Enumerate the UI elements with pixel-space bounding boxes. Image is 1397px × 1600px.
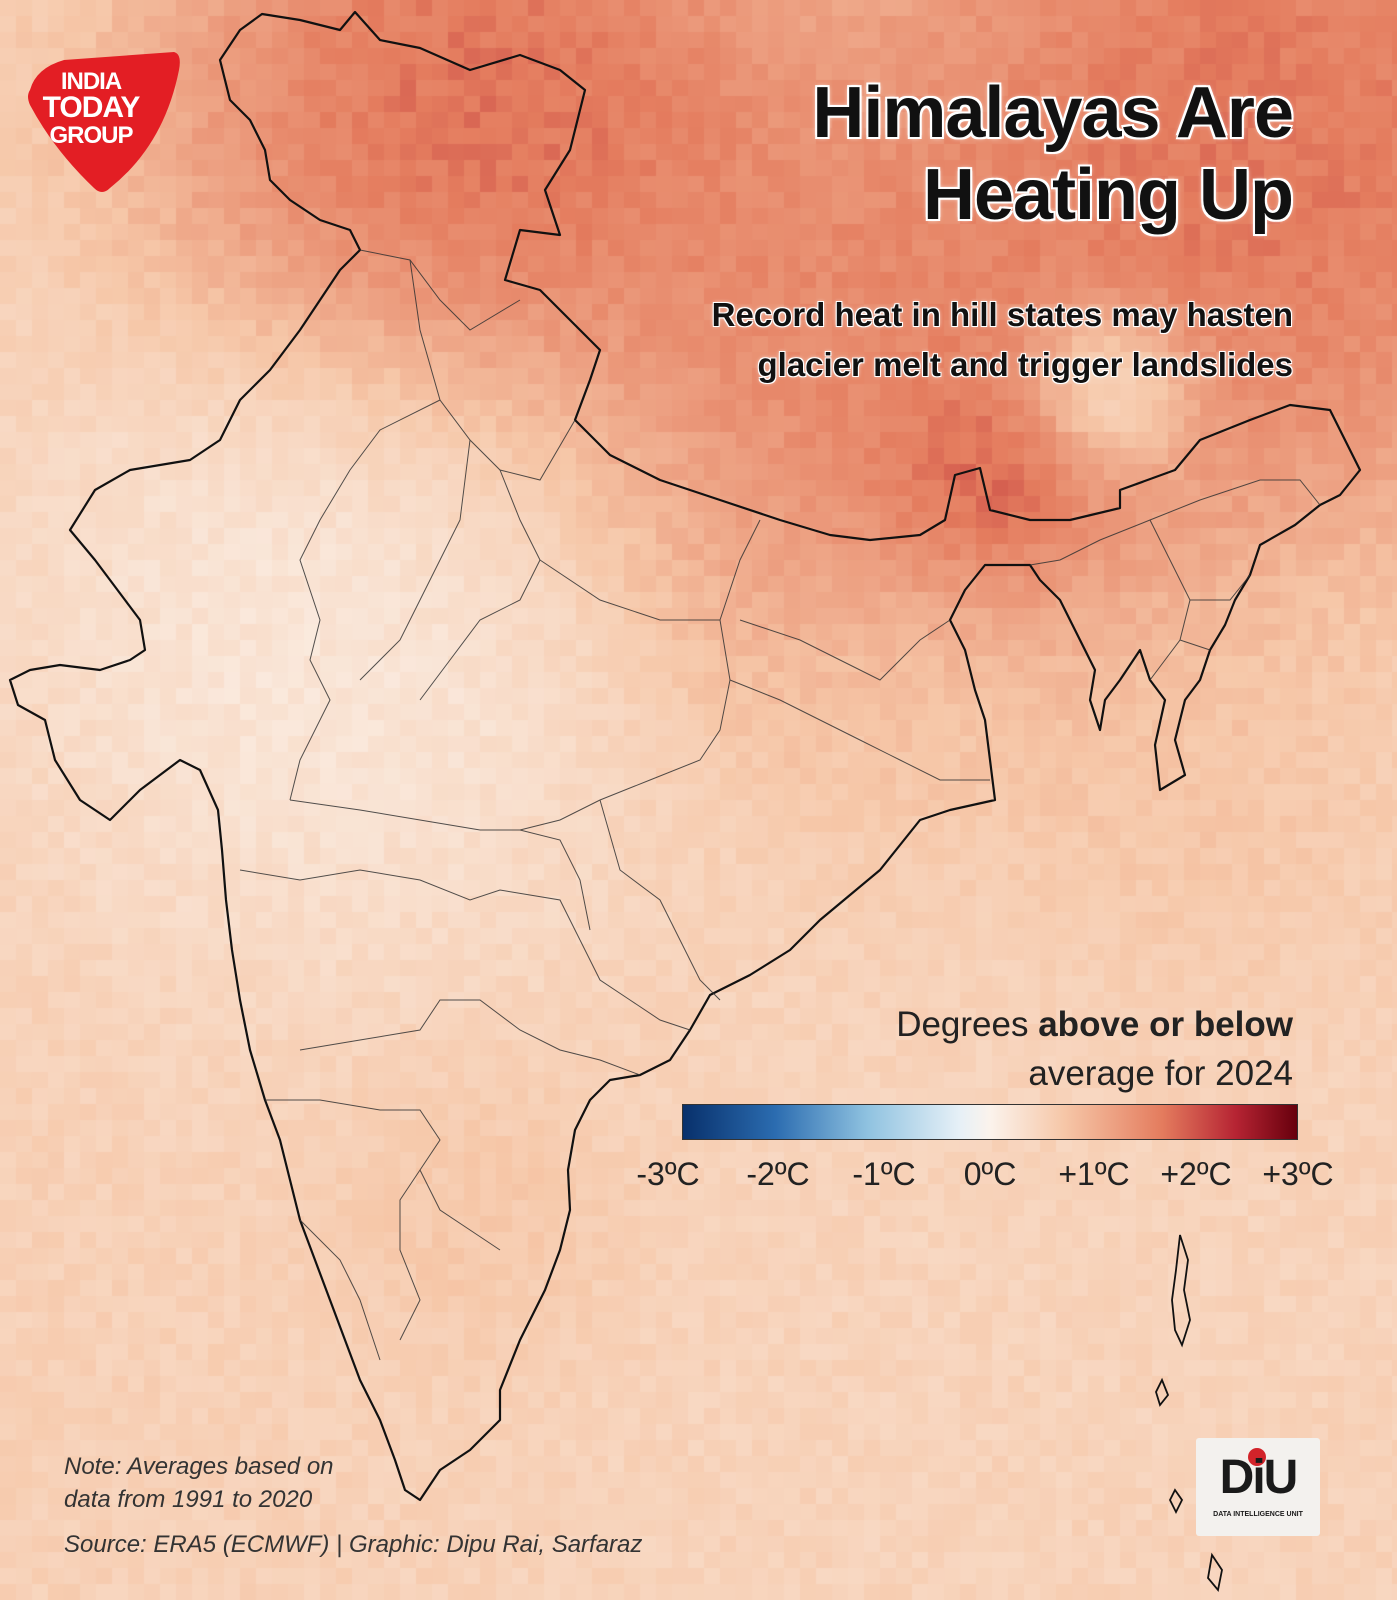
- subtitle-line-1: Record heat in hill states may hasten: [711, 296, 1293, 333]
- legend-tick-label: 0ºC: [963, 1156, 1017, 1192]
- india-border: [8, 10, 1362, 1502]
- legend-tick-label: -2ºC: [746, 1156, 810, 1192]
- diu-dot-icon: [1248, 1448, 1266, 1466]
- diu-logo: DiU DATA INTELLIGENCE UNIT: [1196, 1438, 1320, 1536]
- title-line-1: Himalayas Are: [812, 73, 1294, 153]
- diu-unit-name: DATA INTELLIGENCE UNIT: [1213, 1511, 1303, 1518]
- legend-title: Degrees above or below average for 2024: [896, 1000, 1293, 1098]
- logo-line-group: GROUP: [49, 122, 133, 149]
- note-line-2: data from 1991 to 2020: [64, 1486, 313, 1513]
- subtitle: Record heat in hill states may hasten gl…: [712, 290, 1293, 390]
- legend-title-prefix: Degrees: [896, 1005, 1039, 1044]
- legend-title-bold: above or below: [1038, 1005, 1293, 1044]
- legend-tick-label: +1ºC: [1058, 1156, 1130, 1192]
- source-credit: Source: ERA5 (ECMWF) | Graphic: Dipu Rai…: [64, 1531, 643, 1558]
- logo-line-today: TODAY: [42, 91, 141, 124]
- legend-tick-label: +2ºC: [1160, 1156, 1232, 1192]
- note-line-1: Note: Averages based on: [64, 1453, 334, 1480]
- subtitle-line-2: glacier melt and trigger landslides: [757, 346, 1294, 383]
- india-today-logo: [28, 52, 180, 192]
- title-line-2: Heating Up: [922, 155, 1294, 235]
- andaman-islands: [1155, 1234, 1223, 1593]
- logo-line-india: INDIA: [60, 68, 122, 95]
- legend-title-line-2: average for 2024: [1028, 1054, 1293, 1093]
- legend-colorbar: [682, 1104, 1298, 1140]
- legend-tick-label: -3ºC: [636, 1156, 700, 1192]
- page-title: Himalayas Are Heating Up: [812, 72, 1294, 236]
- note: Note: Averages based on data from 1991 t…: [64, 1450, 334, 1516]
- legend-tick-label: -1ºC: [852, 1156, 916, 1192]
- diu-mark: DiU: [1219, 1451, 1299, 1504]
- legend-tick-label: +3ºC: [1262, 1156, 1334, 1192]
- state-borders: [239, 249, 1321, 1361]
